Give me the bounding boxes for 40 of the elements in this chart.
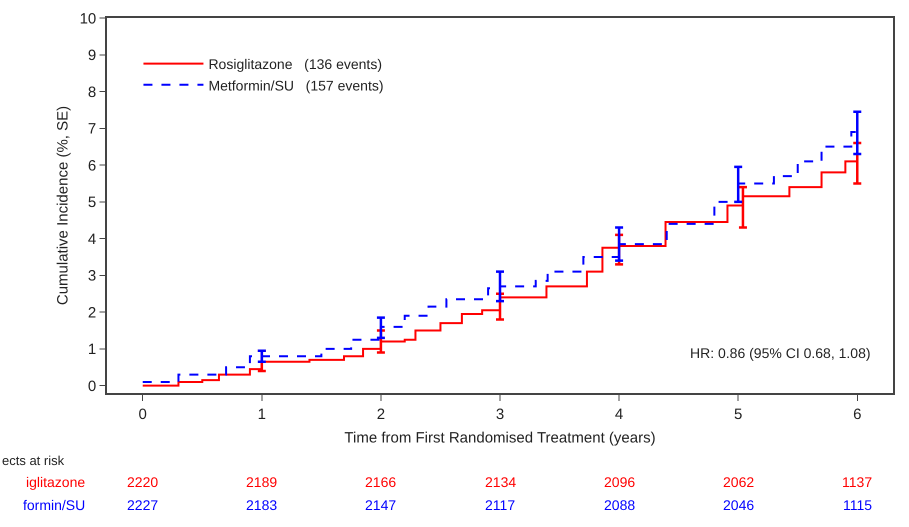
- y-tick-label: 7: [88, 120, 96, 138]
- text: 2096: [604, 474, 636, 490]
- y-axis-title: Cumulative Incidence (%, SE): [54, 106, 72, 306]
- y-tick-label: 9: [88, 47, 96, 64]
- text: 2088: [604, 497, 636, 513]
- x-axis-title: Time from First Randomised Treatment (years): [344, 429, 656, 446]
- x-tick-label: 0: [138, 406, 147, 423]
- y-tick-label: 1: [88, 341, 96, 358]
- text: iglitazone: [26, 474, 86, 490]
- y-tick-label: 0: [88, 378, 96, 395]
- text: ects at risk: [2, 453, 65, 468]
- text: 2147: [365, 497, 396, 513]
- x-tick-label: 6: [853, 406, 862, 423]
- x-tick-label: 3: [496, 406, 504, 423]
- text: 2189: [246, 474, 278, 490]
- y-tick-label: 4: [88, 230, 96, 248]
- y-tick-label: 6: [88, 157, 96, 174]
- x-tick-label: 4: [614, 406, 624, 423]
- text: formin/SU: [23, 497, 86, 513]
- text: 2046: [723, 497, 754, 513]
- y-tick-label: 8: [88, 84, 96, 101]
- text: 1115: [843, 497, 872, 513]
- annotation: HR: 0.86 (95% CI 0.68, 1.08): [690, 345, 871, 361]
- text: 2220: [127, 474, 158, 490]
- text: 2117: [485, 497, 516, 513]
- y-tick-label: 3: [88, 268, 96, 285]
- text: 2227: [127, 497, 158, 513]
- text: 2134: [485, 474, 516, 490]
- y-tick-label: 5: [88, 194, 96, 212]
- x-tick-label: 2: [376, 406, 386, 423]
- text: 1137: [842, 474, 872, 490]
- text: 2166: [365, 474, 396, 490]
- x-tick-label: 1: [258, 406, 266, 423]
- legend-label: Rosiglitazone (136 events): [208, 56, 382, 72]
- y-tick-label: 10: [80, 10, 96, 28]
- legend-label: Metformin/SU (157 events): [208, 77, 384, 94]
- text: 2183: [246, 497, 278, 513]
- text: 2062: [723, 474, 754, 490]
- x-tick-label: 5: [734, 406, 742, 423]
- y-tick-label: 2: [88, 304, 96, 322]
